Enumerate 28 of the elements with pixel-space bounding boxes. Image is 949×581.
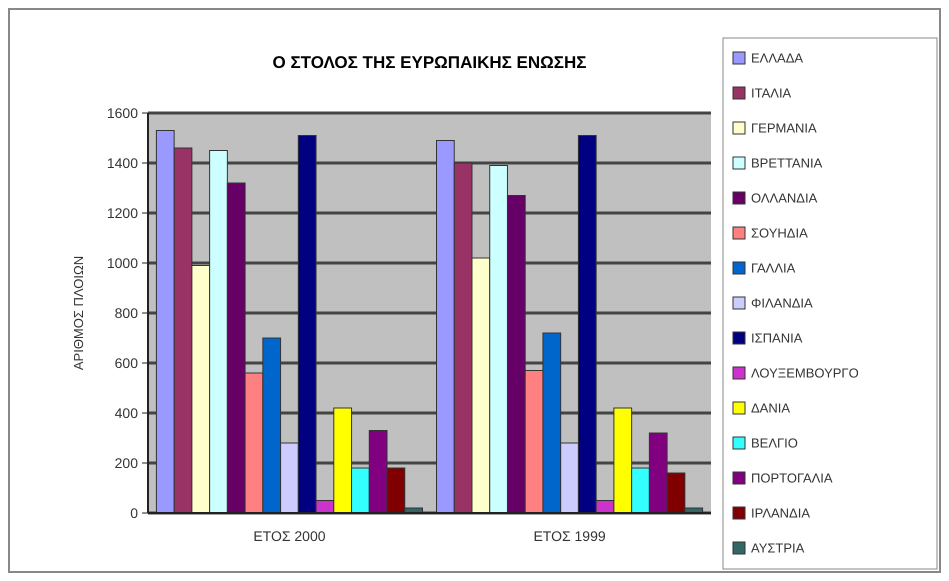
y-tick-label: 1200	[106, 204, 138, 221]
legend-label: ΔΑΝΙΑ	[751, 400, 790, 416]
legend-label: ΙΣΠΑΝΙΑ	[751, 330, 803, 346]
y-tick-label: 400	[114, 404, 138, 421]
chart-title: Ο ΣΤΟΛΟΣ ΤΗΣ ΕΥΡΩΠΑΙΚΗΣ ΕΝΩΣΗΣ	[272, 53, 586, 72]
legend-label: ΠΟΡΤΟΓΑΛΙΑ	[751, 470, 833, 486]
x-tick-label: ΕΤΟΣ 1999	[533, 528, 606, 544]
y-tick-label: 800	[114, 304, 138, 321]
y-axis-title: ΑΡΙΘΜΟΣ ΠΛΟΙΩΝ	[71, 256, 86, 370]
legend-label: ΙΤΑΛΙΑ	[751, 86, 792, 101]
y-tick-label: 1000	[106, 254, 138, 271]
legend-label: ΕΛΛΑΔΑ	[751, 50, 804, 66]
legend-label: ΒΕΛΓΙΟ	[751, 436, 798, 451]
y-tick-label: 0	[130, 504, 138, 521]
legend-label: ΑΥΣΤΡΙΑ	[751, 540, 805, 556]
legend-label: ΙΡΛΑΝΔΙΑ	[751, 506, 810, 521]
legend-label: ΓΕΡΜΑΝΙΑ	[751, 120, 817, 136]
y-tick-label: 600	[114, 354, 138, 371]
legend-label: ΣΟΥΗΔΙΑ	[751, 226, 808, 241]
x-tick-label: ΕΤΟΣ 2000	[253, 528, 326, 544]
legend-label: ΛΟΥΞΕΜΒΟΥΡΓΟ	[751, 366, 859, 381]
y-tick-label: 1400	[106, 154, 138, 171]
legend-label: ΟΛΛΑΝΔΙΑ	[751, 190, 818, 206]
legend-label: ΓΑΛΛΙΑ	[751, 260, 796, 276]
y-tick-label: 200	[114, 454, 138, 471]
legend-label: ΦΙΛΑΝΔΙΑ	[751, 296, 814, 311]
legend-label: ΒΡΕΤΤΑΝΙΑ	[751, 156, 823, 171]
y-tick-label: 1600	[106, 104, 138, 121]
